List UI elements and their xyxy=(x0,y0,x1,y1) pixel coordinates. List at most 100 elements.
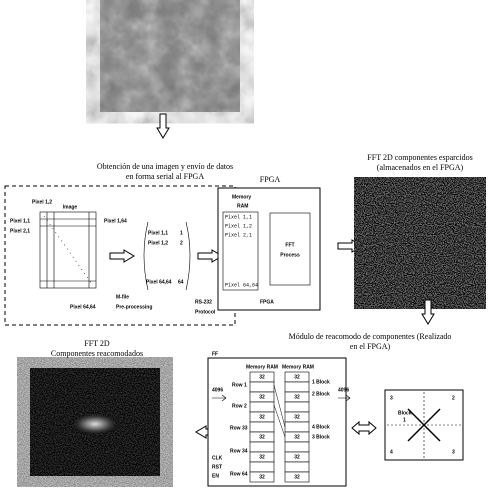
arrow xyxy=(156,113,170,139)
quadrant-arrows xyxy=(407,408,441,442)
label: Row 1 xyxy=(232,382,247,388)
label: Pre-processing xyxy=(116,304,152,310)
label: (almacenados en el FPGA) xyxy=(377,163,464,172)
label: Process xyxy=(280,252,300,258)
fft-process xyxy=(269,212,311,286)
label: FPGA xyxy=(260,299,274,305)
label: 32 xyxy=(259,414,265,420)
shape xyxy=(273,384,286,438)
label: Componentes reacomodados xyxy=(51,349,143,358)
label: Pixel 1,1 xyxy=(148,230,168,236)
result-image xyxy=(30,368,160,476)
label: 32 xyxy=(259,454,265,460)
label: 4 Block xyxy=(312,424,330,430)
shape xyxy=(69,412,121,436)
ram-cell xyxy=(249,441,275,453)
label: 32 xyxy=(294,374,300,380)
ram-cell xyxy=(284,441,310,453)
shape xyxy=(39,211,97,289)
label: 32 xyxy=(259,474,265,480)
ram-cell xyxy=(284,421,310,433)
label: Pixel 1,2 xyxy=(225,223,252,229)
label: 32 xyxy=(294,414,300,420)
label: en forma serial al FPGA xyxy=(126,172,204,181)
label: FFT xyxy=(285,242,294,248)
ram-cell xyxy=(249,421,275,433)
label: Pixel 1,2 xyxy=(148,240,168,246)
ram-columns: 32 32 32 32 32 32 32 32 32 32 32 32 xyxy=(249,371,310,483)
label: Pixel 1,64 xyxy=(104,218,127,224)
module-box xyxy=(207,357,347,487)
label: 32 xyxy=(294,434,300,440)
ram-cell xyxy=(284,471,310,483)
label: 1 xyxy=(180,230,183,236)
shape xyxy=(100,0,240,112)
label: Pixel 1,1 xyxy=(10,218,30,224)
label: 32 xyxy=(259,434,265,440)
label: 32 xyxy=(294,454,300,460)
label: 4 xyxy=(390,449,393,455)
pixel-grid xyxy=(39,211,97,289)
arrow xyxy=(421,299,435,325)
label: Image xyxy=(63,204,78,210)
label: Obtención de una imagen y envío de datos xyxy=(97,162,233,171)
bracket xyxy=(143,221,191,291)
label: FPGA xyxy=(260,175,281,184)
label: FFT 2D componentes esparcidos xyxy=(367,153,472,162)
label: Pixel 2,1 xyxy=(10,228,30,234)
arrow xyxy=(337,239,363,253)
label: 3 Block xyxy=(312,434,330,440)
label: 4096 xyxy=(338,387,349,393)
label: FFT 2D xyxy=(84,339,110,348)
io-arrows xyxy=(212,394,351,402)
arrow xyxy=(351,421,377,435)
label: 2 xyxy=(452,395,455,401)
label: Block xyxy=(398,410,412,416)
label: 3 xyxy=(452,449,455,455)
ram-cell xyxy=(284,381,310,393)
label: Row 33 xyxy=(230,425,248,431)
label: RS-232 xyxy=(195,299,212,305)
label: FF xyxy=(212,351,218,357)
label: 1 xyxy=(403,417,406,423)
arrow xyxy=(109,249,135,263)
label: 32 xyxy=(259,374,265,380)
ram-cell xyxy=(249,471,275,483)
label: CLK xyxy=(212,455,223,461)
label: Pixel 2,1 xyxy=(225,232,252,238)
label: Memory RAM xyxy=(246,364,278,370)
ram-cell xyxy=(249,381,275,393)
label: Módulo de reacomodo de componentes (Real… xyxy=(289,332,452,341)
label: 64 xyxy=(178,279,184,285)
label: 32 xyxy=(294,394,300,400)
label: Pixel 1,1 xyxy=(225,214,252,220)
label: RAM xyxy=(237,203,248,209)
label: Memory xyxy=(232,194,251,200)
label: Memory RAM xyxy=(282,364,314,370)
label: Row 2 xyxy=(232,403,247,409)
label: 4096 xyxy=(212,387,223,393)
label: M-file xyxy=(116,294,129,300)
label: Pixel 64,64 xyxy=(146,279,172,285)
label: 2 xyxy=(180,240,183,246)
acquisition-box xyxy=(4,185,236,326)
label: Pixel 64,64 xyxy=(70,304,96,310)
label: Pixel 1,2 xyxy=(32,199,52,205)
label: 32 xyxy=(294,474,300,480)
label: 1 Block xyxy=(312,379,330,385)
fft-image xyxy=(365,188,475,298)
ram xyxy=(222,211,259,291)
label: Pixel 64,64 xyxy=(225,282,258,288)
ram-cell xyxy=(284,401,310,413)
label: Protocol xyxy=(195,309,216,315)
label: en el FPGA) xyxy=(350,342,391,351)
photo xyxy=(100,0,240,112)
label: 32 xyxy=(259,394,265,400)
ram-cell xyxy=(249,401,275,413)
label: RST xyxy=(212,464,222,470)
label: 2 Block xyxy=(312,391,330,397)
label: Row 64 xyxy=(230,471,248,477)
ram-cell xyxy=(284,461,310,473)
label: EN xyxy=(212,473,219,479)
